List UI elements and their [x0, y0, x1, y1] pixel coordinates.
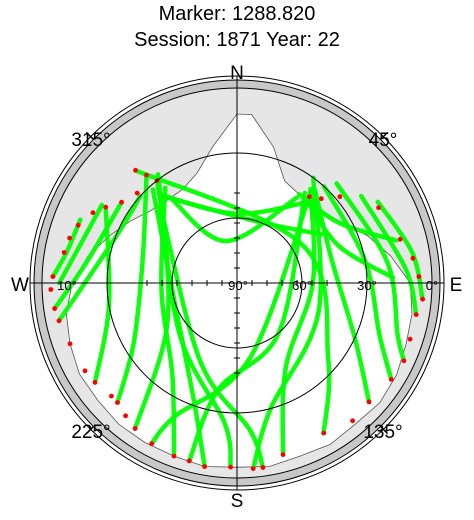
low-point-16	[82, 368, 88, 374]
low-point-44	[307, 194, 312, 200]
track-19	[375, 199, 425, 302]
low-point-38	[416, 274, 422, 279]
track-9	[52, 199, 124, 311]
low-point-36	[413, 312, 419, 317]
azimuth-tick-225	[85, 426, 94, 435]
low-point-14	[56, 318, 62, 324]
track-21	[304, 197, 396, 280]
chart-subtitle: Session: 1871 Year: 22	[134, 29, 340, 51]
low-point-12	[48, 287, 54, 292]
elevation-label-10: 10°	[57, 278, 77, 293]
track-16	[321, 184, 394, 382]
track-2	[115, 172, 149, 405]
azimuth-label-315: 315°	[71, 130, 110, 151]
low-point-28	[260, 465, 266, 470]
low-point-20	[123, 413, 128, 419]
polar-grid	[30, 76, 444, 490]
track-22	[187, 190, 308, 464]
low-point-23	[171, 453, 177, 459]
low-point-24	[186, 458, 192, 464]
azimuth-label-45: 45°	[369, 130, 398, 151]
cardinal-label-east: E	[450, 275, 463, 296]
low-point-35	[407, 336, 413, 342]
low-point-22	[149, 441, 155, 447]
obstruction-region	[42, 88, 432, 478]
cardinal-label-north: N	[230, 63, 244, 84]
low-point-42	[337, 194, 343, 200]
low-point-41	[376, 205, 381, 211]
low-point-43	[318, 196, 324, 202]
elevation-label-60: 60°	[292, 278, 312, 293]
azimuth-label-135: 135°	[363, 422, 402, 443]
low-elevation-points	[48, 167, 425, 471]
low-point-10	[61, 250, 67, 255]
low-point-5	[119, 199, 124, 205]
cardinal-label-south: S	[231, 491, 244, 512]
azimuth-tick-135	[380, 426, 389, 435]
low-point-34	[401, 358, 407, 364]
low-point-2	[144, 172, 149, 178]
low-point-13	[52, 306, 57, 311]
low-point-18	[109, 393, 114, 399]
low-point-33	[388, 377, 394, 382]
low-point-31	[350, 418, 355, 424]
low-point-29	[280, 452, 286, 457]
low-point-7	[90, 210, 96, 216]
low-point-27	[250, 466, 256, 471]
low-point-11	[50, 274, 56, 279]
low-point-4	[134, 190, 140, 196]
elevation-label-90: 90°	[228, 278, 248, 293]
low-point-40	[397, 236, 403, 242]
azimuth-tick-315	[85, 131, 94, 140]
low-point-25	[202, 464, 208, 469]
low-point-32	[366, 399, 372, 405]
satellite-tracks	[50, 168, 425, 471]
track-10	[57, 202, 105, 286]
azimuth-label-225: 225°	[71, 422, 110, 443]
azimuth-tick-45	[380, 131, 389, 140]
low-point-30	[321, 430, 327, 436]
cardinal-label-west: W	[11, 275, 29, 296]
track-26	[168, 195, 299, 244]
elevation-label-0: 0°	[426, 278, 438, 293]
low-point-6	[103, 204, 109, 210]
chart-title: Marker: 1288.820	[159, 3, 316, 25]
low-point-21	[132, 426, 138, 431]
low-point-9	[67, 235, 72, 241]
track-15	[312, 187, 372, 405]
track-23	[149, 189, 313, 446]
low-point-17	[92, 380, 98, 385]
low-point-19	[115, 400, 120, 405]
track-17	[334, 181, 407, 364]
low-point-3	[133, 167, 138, 173]
track-18	[358, 193, 419, 317]
low-point-26	[228, 464, 234, 470]
low-point-15	[67, 341, 73, 347]
low-point-8	[75, 222, 81, 228]
elevation-label-30: 30°	[357, 278, 377, 293]
low-point-39	[410, 255, 416, 261]
track-14	[250, 175, 324, 471]
low-point-37	[420, 296, 425, 302]
